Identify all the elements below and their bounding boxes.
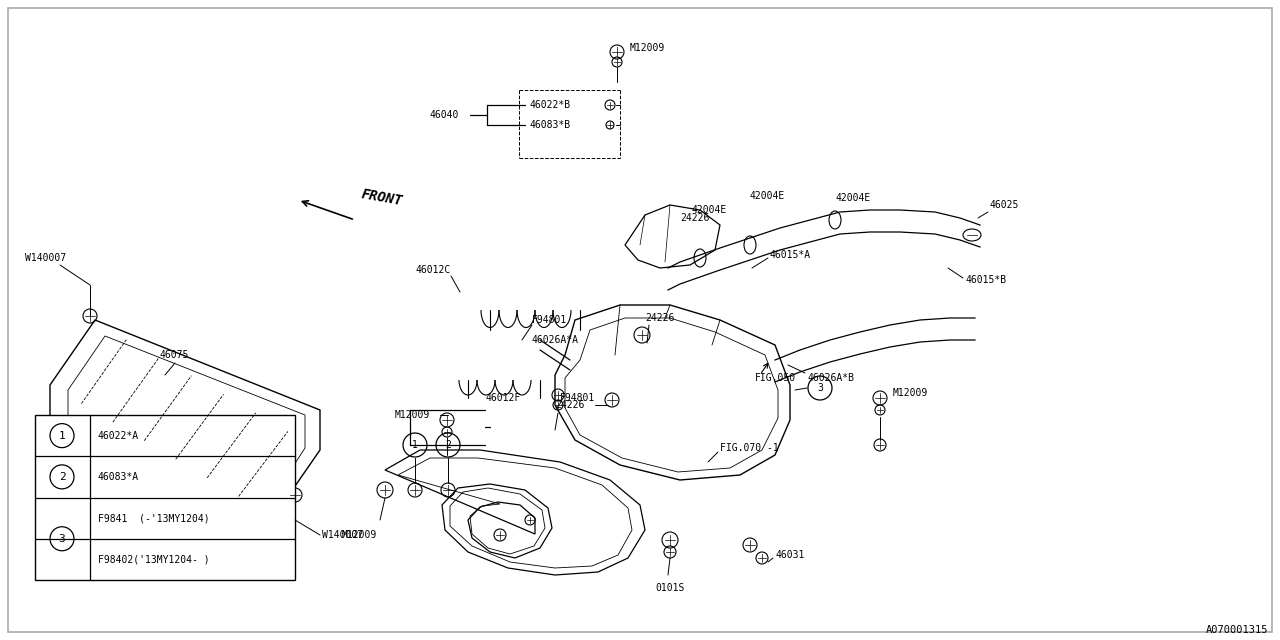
Text: 46026A*A: 46026A*A	[532, 335, 579, 345]
Text: 2: 2	[59, 472, 65, 482]
Text: 42004E: 42004E	[750, 191, 785, 201]
Text: 46040: 46040	[430, 110, 460, 120]
Text: 46012F: 46012F	[485, 393, 520, 403]
Text: M12009: M12009	[630, 43, 666, 53]
Text: F9841  (-'13MY1204): F9841 (-'13MY1204)	[99, 513, 210, 523]
Text: 24226: 24226	[645, 313, 675, 323]
Text: 46022*B: 46022*B	[530, 100, 571, 110]
Text: 46022*A: 46022*A	[99, 431, 140, 440]
Text: 42004E: 42004E	[692, 205, 727, 215]
Text: 46031: 46031	[774, 550, 804, 560]
Text: 46025: 46025	[989, 200, 1019, 210]
Text: W140007: W140007	[26, 253, 67, 263]
Text: 3: 3	[817, 383, 823, 393]
Text: 42004E: 42004E	[835, 193, 870, 203]
Text: 1: 1	[412, 440, 419, 450]
Text: 46083*B: 46083*B	[530, 120, 571, 130]
Text: F94801: F94801	[532, 315, 567, 325]
Text: 46075: 46075	[160, 350, 189, 360]
Bar	[35, 415, 294, 580]
Text: M12009: M12009	[342, 530, 378, 540]
Text: 46015*B: 46015*B	[965, 275, 1006, 285]
Text: 46083*A: 46083*A	[99, 472, 140, 482]
Text: F94801: F94801	[561, 393, 595, 403]
Text: M12009: M12009	[893, 388, 928, 398]
Text: A070001315: A070001315	[1206, 625, 1268, 635]
Text: 0101S: 0101S	[655, 583, 685, 593]
Text: 46015*A: 46015*A	[771, 250, 812, 260]
Text: 46026A*B: 46026A*B	[808, 373, 855, 383]
Text: FIG.070 -1: FIG.070 -1	[719, 443, 778, 453]
Text: F98402('13MY1204- ): F98402('13MY1204- )	[99, 554, 210, 564]
Text: 2: 2	[445, 440, 451, 450]
Text: 24226: 24226	[556, 400, 585, 410]
Text: FRONT: FRONT	[360, 188, 403, 209]
Text: W140007: W140007	[323, 530, 364, 540]
Text: 46012C: 46012C	[415, 265, 451, 275]
Text: M12009: M12009	[396, 410, 430, 420]
Text: 24226: 24226	[680, 213, 709, 223]
Text: FIG.050: FIG.050	[755, 373, 796, 383]
Text: 3: 3	[59, 534, 65, 544]
Text: 1: 1	[59, 431, 65, 440]
